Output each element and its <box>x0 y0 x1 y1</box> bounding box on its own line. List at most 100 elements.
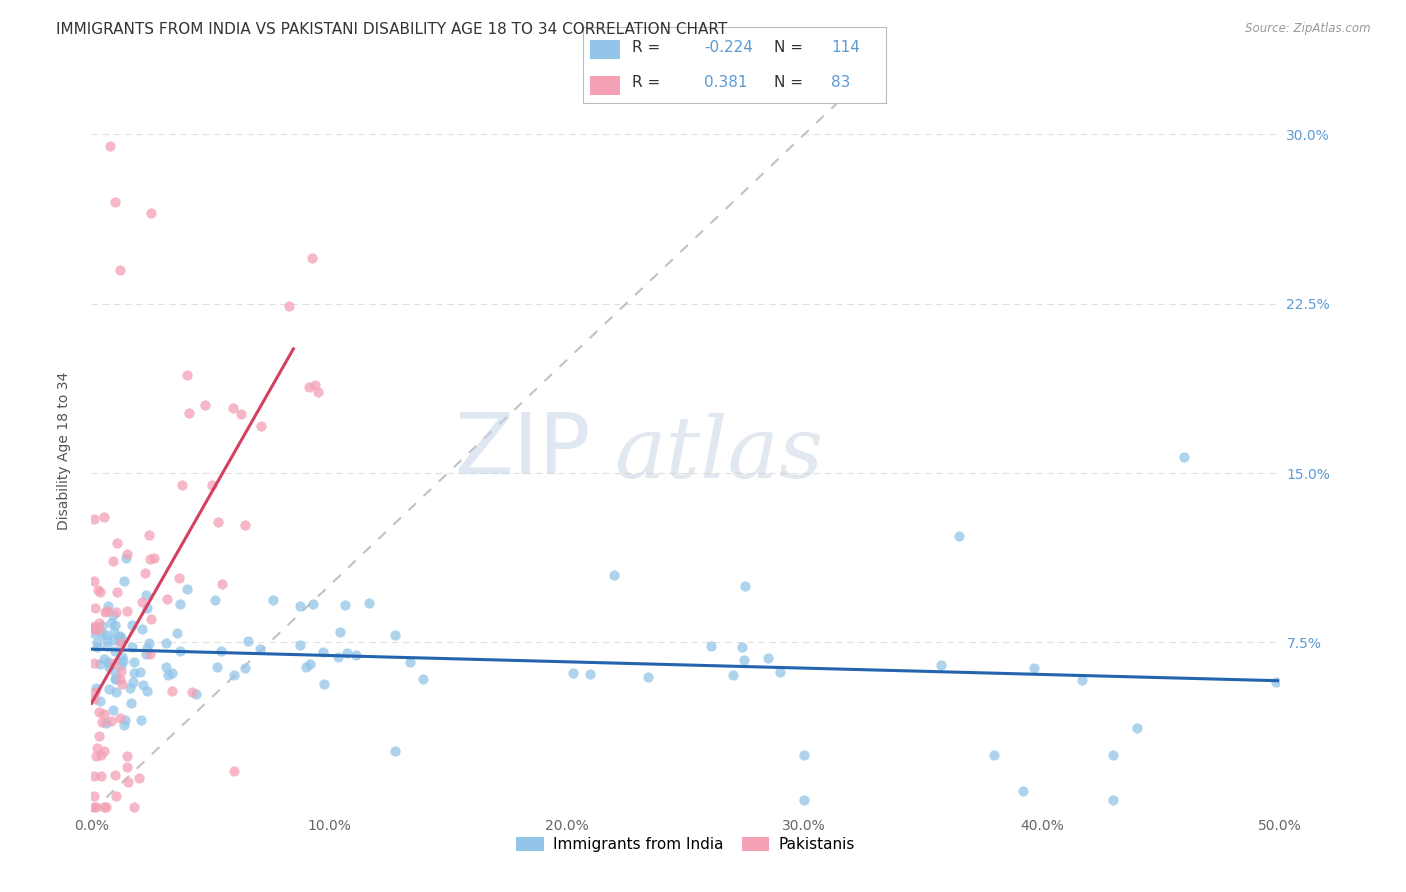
Point <box>101 703 124 717</box>
Point <box>86 635 108 649</box>
Point <box>398 655 420 669</box>
Text: N =: N = <box>773 40 808 55</box>
Point <box>120 697 142 711</box>
Point <box>104 605 127 619</box>
Point <box>156 591 179 606</box>
Point <box>111 676 134 690</box>
Text: -0.224: -0.224 <box>704 40 754 55</box>
Point <box>110 631 132 645</box>
Point <box>229 408 252 422</box>
Y-axis label: Disability Age 18 to 34: Disability Age 18 to 34 <box>56 371 70 530</box>
Text: 83: 83 <box>831 75 851 90</box>
Point <box>948 529 970 543</box>
Point <box>304 378 326 392</box>
Point <box>359 596 381 610</box>
Point <box>793 793 815 807</box>
Point <box>138 528 160 542</box>
Point <box>84 749 107 764</box>
Point <box>112 574 135 589</box>
Point <box>262 593 284 607</box>
Point <box>83 621 105 635</box>
Point <box>101 554 124 568</box>
Point <box>384 744 406 758</box>
Point <box>96 627 118 641</box>
Point <box>96 639 118 653</box>
Point <box>312 645 335 659</box>
Point <box>93 744 115 758</box>
Point <box>222 764 245 778</box>
Point <box>335 646 357 660</box>
Point <box>734 579 756 593</box>
Point <box>108 711 131 725</box>
Point <box>84 622 107 636</box>
Point <box>132 678 155 692</box>
Point <box>104 685 127 699</box>
Point <box>326 649 349 664</box>
Point <box>93 510 115 524</box>
Point <box>236 634 259 648</box>
Point <box>83 769 105 783</box>
Point <box>87 583 110 598</box>
Point <box>105 536 128 550</box>
Text: R =: R = <box>631 75 665 90</box>
Point <box>83 574 105 588</box>
Point <box>1071 673 1094 688</box>
Point <box>97 599 120 613</box>
Point <box>603 567 626 582</box>
Point <box>756 651 779 665</box>
Point <box>84 601 107 615</box>
Text: ZIP: ZIP <box>454 409 591 492</box>
Point <box>637 671 659 685</box>
Point <box>139 552 162 566</box>
Point <box>186 687 208 701</box>
Point <box>118 681 141 695</box>
Point <box>84 681 107 695</box>
Point <box>233 661 256 675</box>
Point <box>114 713 136 727</box>
Point <box>384 628 406 642</box>
Point <box>138 636 160 650</box>
Point <box>115 759 138 773</box>
Point <box>160 684 183 698</box>
Point <box>96 633 118 648</box>
Point <box>134 566 156 580</box>
Point <box>105 672 128 686</box>
Point <box>1173 450 1195 465</box>
Point <box>135 588 157 602</box>
Point <box>115 548 138 562</box>
Point <box>290 639 312 653</box>
Point <box>93 800 115 814</box>
Point <box>87 729 110 743</box>
Text: atlas: atlas <box>614 413 824 495</box>
Point <box>103 624 125 639</box>
Point <box>104 789 127 804</box>
Point <box>222 667 245 681</box>
Point <box>91 626 114 640</box>
Point <box>562 666 585 681</box>
Point <box>83 691 105 706</box>
Point <box>83 685 105 699</box>
Point <box>83 657 105 671</box>
Point <box>103 656 125 670</box>
Point <box>1102 793 1125 807</box>
Text: N =: N = <box>773 75 808 90</box>
Point <box>167 571 190 585</box>
Point <box>100 615 122 630</box>
Point <box>249 418 271 433</box>
Point <box>793 748 815 763</box>
Point <box>122 675 145 690</box>
Point <box>115 748 138 763</box>
Point <box>209 644 232 658</box>
Point <box>128 771 150 785</box>
Point <box>335 598 357 612</box>
Point <box>299 657 322 671</box>
Point <box>108 629 131 643</box>
Point <box>121 640 143 655</box>
Point <box>312 677 335 691</box>
Point <box>104 195 127 210</box>
Point <box>139 206 162 220</box>
Text: Source: ZipAtlas.com: Source: ZipAtlas.com <box>1246 22 1371 36</box>
Point <box>169 597 191 611</box>
Point <box>122 665 145 680</box>
Point <box>139 612 162 626</box>
